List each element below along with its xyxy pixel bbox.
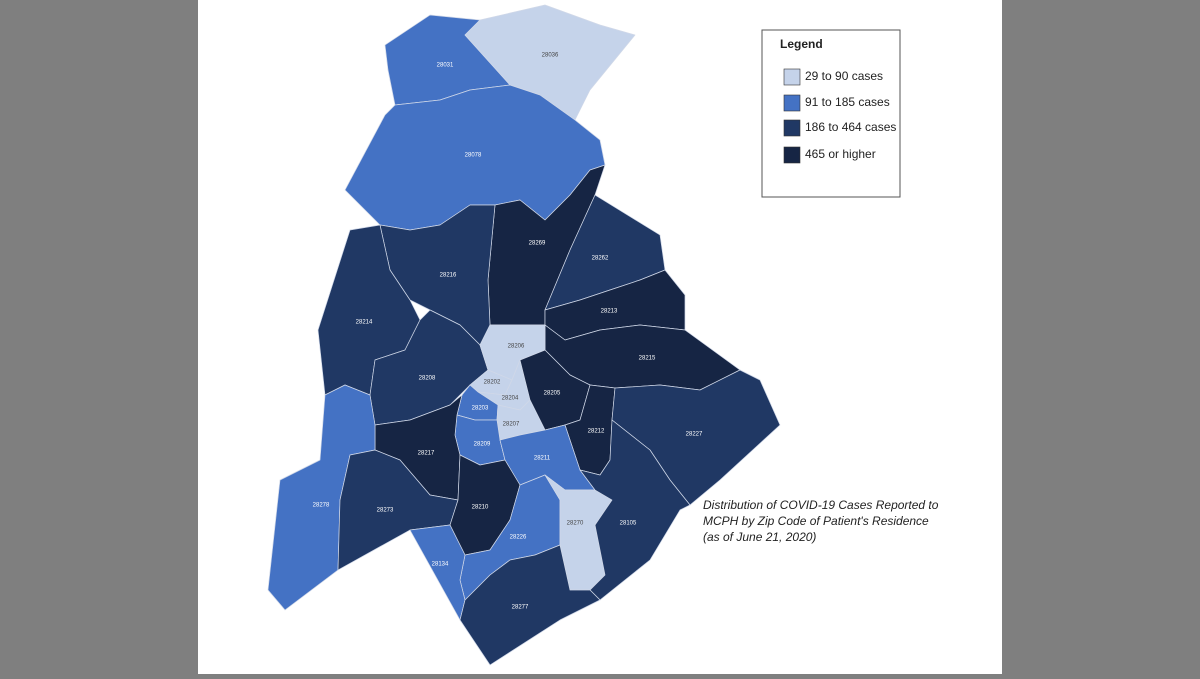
zip-label: 28226 <box>510 535 527 541</box>
legend-items: 29 to 90 cases 91 to 185 cases 186 to 464 … <box>783 68 896 164</box>
zip-label: 28215 <box>639 356 656 362</box>
legend-swatch <box>783 119 801 137</box>
zip-label: 28216 <box>440 273 457 279</box>
zip-label: 28278 <box>313 503 330 509</box>
zip-layer: 28031 28036 28078 28269 28262 28213 28215 28216… <box>267 4 781 666</box>
zip-label: 28036 <box>542 53 559 59</box>
zip-label: 28031 <box>437 63 454 69</box>
zip-label: 28270 <box>567 521 584 527</box>
zip-label: 28205 <box>544 391 561 397</box>
zip-label: 28210 <box>472 505 489 511</box>
zip-label: 28206 <box>508 344 525 350</box>
legend-box <box>761 29 901 198</box>
zip-label: 28217 <box>418 451 435 457</box>
zip-label: 28207 <box>503 422 520 428</box>
legend-swatch <box>783 94 801 112</box>
legend-label: 29 to 90 cases <box>805 69 883 83</box>
zip-label: 28211 <box>534 456 551 462</box>
caption: Distribution of COVID-19 Cases Reported … <box>703 498 939 544</box>
zip-label: 28078 <box>465 153 482 159</box>
zip-label: 28277 <box>512 605 529 611</box>
zip-label: 28202 <box>484 380 501 386</box>
zip-label: 28134 <box>432 562 449 568</box>
caption-line: MCPH by Zip Code of Patient's Residence <box>703 514 929 528</box>
zip-label: 28269 <box>529 241 546 247</box>
zip-label: 28105 <box>620 521 637 527</box>
zip-label: 28273 <box>377 508 394 514</box>
zip-label: 28214 <box>356 320 373 326</box>
legend-label: 186 to 464 cases <box>805 120 896 134</box>
zip-area <box>459 544 601 666</box>
zip-label: 28212 <box>588 429 605 435</box>
zip-label: 28203 <box>472 406 489 412</box>
zip-label: 28209 <box>474 442 491 448</box>
legend-title: Legend <box>780 37 823 51</box>
zip-label: 28208 <box>419 376 436 382</box>
zip-label: 28262 <box>592 256 609 262</box>
zip-label: 28213 <box>601 309 618 315</box>
caption-line: (as of June 21, 2020) <box>703 530 816 544</box>
zip-area <box>579 419 691 601</box>
legend-swatch <box>783 146 801 164</box>
zip-area <box>464 4 636 121</box>
caption-line: Distribution of COVID-19 Cases Reported … <box>703 498 939 512</box>
legend-swatch <box>783 68 801 86</box>
zip-label: 28204 <box>502 396 519 402</box>
legend-label: 91 to 185 cases <box>805 95 890 109</box>
legend-label: 465 or higher <box>805 147 876 161</box>
zip-label: 28227 <box>686 432 703 438</box>
